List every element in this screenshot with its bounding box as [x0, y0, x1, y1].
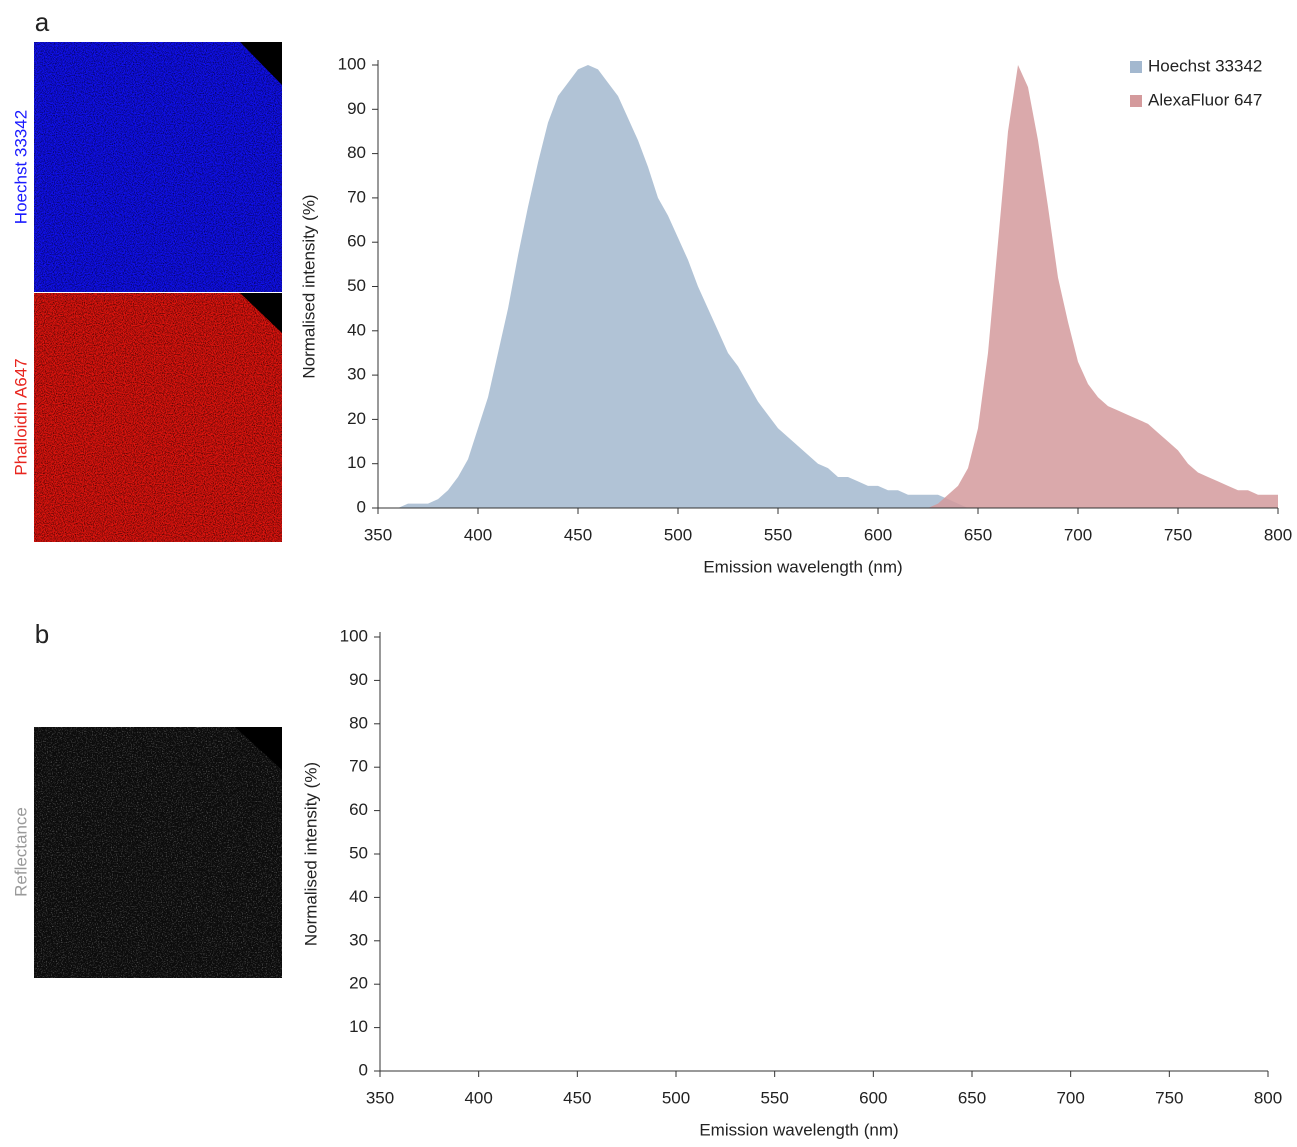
x-tick-label: 750 [1155, 1088, 1183, 1107]
panel-label: b [35, 619, 49, 649]
x-axis-label: Emission wavelength (nm) [699, 1120, 898, 1139]
y-tick-label: 20 [349, 974, 368, 993]
x-tick-label: 350 [364, 525, 392, 544]
legend-label: Hoechst 33342 [1148, 56, 1262, 75]
x-tick-label: 800 [1264, 525, 1292, 544]
x-axis-label: Emission wavelength (nm) [703, 557, 902, 576]
y-tick-label: 80 [347, 143, 366, 162]
x-tick-label: 500 [662, 1088, 690, 1107]
y-tick-label: 40 [349, 887, 368, 906]
y-tick-label: 50 [349, 843, 368, 862]
x-tick-label: 650 [964, 525, 992, 544]
y-tick-label: 40 [347, 320, 366, 339]
y-tick-label: 50 [347, 276, 366, 295]
area [928, 65, 1278, 508]
y-tick-label: 90 [349, 670, 368, 689]
image-hoechst [34, 42, 282, 292]
y-tick-label: 30 [349, 930, 368, 949]
x-tick-label: 550 [760, 1088, 788, 1107]
image-phalloidin [34, 293, 282, 542]
x-tick-label: 450 [563, 1088, 591, 1107]
x-tick-label: 600 [859, 1088, 887, 1107]
y-tick-label: 100 [340, 626, 368, 645]
x-tick-label: 750 [1164, 525, 1192, 544]
y-tick-label: 60 [347, 232, 366, 251]
legend-label: AlexaFluor 647 [1148, 90, 1262, 109]
x-tick-label: 700 [1064, 525, 1092, 544]
y-tick-label: 70 [349, 757, 368, 776]
panel-label: a [35, 7, 50, 37]
x-tick-label: 450 [564, 525, 592, 544]
image-reflectance [34, 727, 282, 978]
y-tick-label: 90 [347, 99, 366, 118]
y-tick-label: 0 [357, 497, 366, 516]
x-tick-label: 800 [1254, 1088, 1282, 1107]
area [398, 65, 968, 508]
image-label: Hoechst 33342 [11, 110, 30, 224]
y-tick-label: 10 [347, 453, 366, 472]
x-tick-label: 700 [1056, 1088, 1084, 1107]
image-label: Reflectance [11, 807, 30, 897]
y-tick-label: 10 [349, 1017, 368, 1036]
x-tick-label: 400 [464, 1088, 492, 1107]
y-axis-label: Normalised intensity (%) [299, 194, 318, 378]
x-tick-label: 500 [664, 525, 692, 544]
y-axis-label: Normalised intensity (%) [301, 762, 320, 946]
y-tick-label: 0 [359, 1060, 368, 1079]
x-tick-label: 400 [464, 525, 492, 544]
y-tick-label: 20 [347, 409, 366, 428]
y-tick-label: 60 [349, 800, 368, 819]
x-tick-label: 550 [764, 525, 792, 544]
image-label: Phalloidin A647 [11, 358, 30, 475]
y-tick-label: 80 [349, 713, 368, 732]
y-tick-label: 30 [347, 365, 366, 384]
x-tick-label: 600 [864, 525, 892, 544]
y-tick-label: 70 [347, 187, 366, 206]
legend-swatch [1130, 61, 1142, 73]
x-tick-label: 350 [366, 1088, 394, 1107]
y-tick-label: 100 [338, 54, 366, 73]
legend-swatch [1130, 95, 1142, 107]
x-tick-label: 650 [958, 1088, 986, 1107]
